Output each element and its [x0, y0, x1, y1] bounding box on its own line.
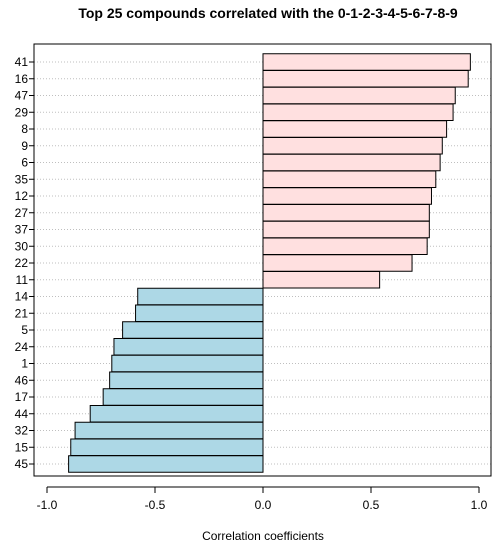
category-label: 16	[15, 72, 29, 86]
bars-layer	[68, 53, 471, 473]
category-label: 5	[21, 323, 28, 337]
bar-37	[262, 220, 430, 239]
bar-24	[113, 338, 264, 356]
bar-22	[262, 254, 413, 272]
x-tick-label: 0.5	[363, 498, 380, 512]
bar-5	[122, 321, 264, 339]
category-label: 35	[15, 172, 29, 186]
bar-12	[262, 187, 432, 205]
category-label: 12	[15, 189, 29, 203]
category-label: 17	[15, 390, 29, 404]
category-label: 24	[15, 340, 29, 354]
bar-46	[109, 371, 264, 389]
x-axis: -1.0 -0.5 0.0 0.5 1.0	[37, 486, 488, 512]
category-label: 47	[15, 89, 29, 103]
bar-45	[68, 455, 264, 473]
bar-21	[135, 304, 264, 322]
category-label: 22	[15, 256, 29, 270]
bar-41	[262, 53, 471, 71]
category-label: 32	[15, 424, 29, 438]
category-labels: 41 16 47 29 8 9 6 35 12 27 37 30 22 11 14 21 5 24 1 46 17 44 3…	[15, 55, 34, 471]
category-label: 8	[21, 122, 28, 136]
bar-15	[70, 438, 264, 456]
x-tick-label: -0.5	[145, 498, 166, 512]
category-label: 44	[15, 407, 29, 421]
category-label: 45	[15, 457, 29, 471]
bar-1	[111, 354, 264, 373]
x-tick-label: -1.0	[37, 498, 58, 512]
category-label: 21	[15, 306, 29, 320]
bar-35	[262, 170, 437, 188]
bar-14	[137, 287, 264, 306]
category-label: 30	[15, 239, 29, 253]
plot-frame	[33, 43, 492, 477]
category-label: 6	[21, 156, 28, 170]
bar-27	[262, 204, 430, 222]
bar-11	[262, 271, 381, 289]
bar-47	[262, 86, 456, 105]
bar-32	[74, 421, 264, 440]
category-label: 27	[15, 206, 29, 220]
bar-8	[262, 120, 448, 138]
x-tick-label: 1.0	[471, 498, 488, 512]
bar-6	[262, 153, 441, 172]
category-label: 14	[15, 290, 29, 304]
category-label: 29	[15, 105, 29, 119]
bar-44	[89, 405, 264, 423]
category-label: 15	[15, 440, 29, 454]
bar-29	[262, 103, 454, 121]
category-label: 37	[15, 223, 29, 237]
category-label: 11	[16, 273, 29, 287]
chart-title: Top 25 compounds correlated with the 0-1…	[78, 5, 458, 21]
x-tick-label: 0.0	[255, 498, 272, 512]
bar-9	[262, 137, 443, 155]
category-label: 46	[15, 373, 29, 387]
bar-16	[262, 70, 469, 88]
x-axis-title: Correlation coefficients	[202, 529, 324, 543]
category-label: 41	[15, 55, 29, 69]
category-label: 1	[21, 357, 28, 371]
category-label: 9	[21, 139, 28, 153]
bar-30	[262, 237, 428, 255]
bar-17	[102, 388, 264, 406]
